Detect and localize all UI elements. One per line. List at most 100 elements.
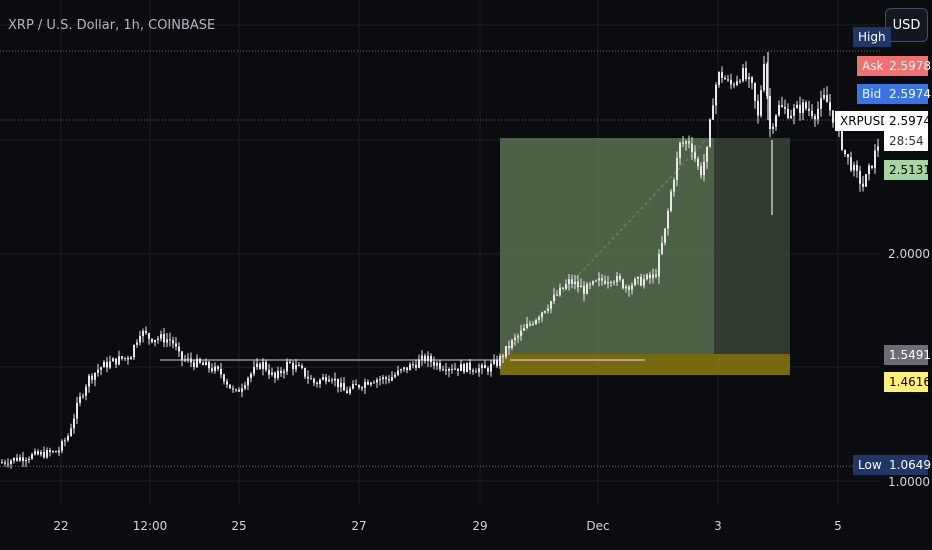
candle-body-150 <box>451 368 453 370</box>
candle-body-180 <box>541 312 543 318</box>
candle-body-4 <box>13 457 15 461</box>
candle-body-268 <box>805 102 807 109</box>
candle-body-166 <box>499 355 501 367</box>
candle-body-1 <box>4 462 6 464</box>
candle-body-11 <box>34 451 36 455</box>
candle-body-52 <box>157 338 159 340</box>
candle-body-125 <box>376 379 378 383</box>
candle-body-276 <box>829 102 831 111</box>
candle-body-137 <box>412 364 414 366</box>
candle-body-47 <box>142 330 144 337</box>
ask-label-badge: Ask <box>857 56 889 76</box>
candle-body-215 <box>646 274 648 280</box>
candle-body-7 <box>22 457 24 462</box>
candle-body-103 <box>310 378 312 380</box>
candle-body-232 <box>697 158 699 167</box>
candle-body-75 <box>226 381 228 385</box>
candle-body-109 <box>328 379 330 382</box>
candle-body-67 <box>202 362 204 366</box>
candle-body-205 <box>616 275 618 283</box>
candle-body-249 <box>748 77 750 80</box>
candle-body-286 <box>859 170 861 184</box>
candle-body-28 <box>85 386 87 396</box>
candle-body-275 <box>826 95 828 103</box>
candle-body-248 <box>745 67 747 80</box>
candle-body-170 <box>511 340 513 349</box>
candle-body-55 <box>166 339 168 343</box>
candle-body-110 <box>331 379 333 381</box>
x-tick-5: 5 <box>834 519 842 533</box>
candle-body-76 <box>229 384 231 389</box>
candle-body-186 <box>559 287 561 295</box>
candle-body-56 <box>169 339 171 341</box>
candle-body-244 <box>733 84 735 86</box>
candle-body-190 <box>571 279 573 284</box>
candle-body-289 <box>868 165 870 175</box>
candle-body-162 <box>487 368 489 372</box>
candle-body-230 <box>691 143 693 153</box>
candle-body-58 <box>175 343 177 347</box>
symbol-value-badge: 2.5974 <box>884 111 931 131</box>
candle-body-191 <box>574 281 576 284</box>
candle-body-79 <box>238 389 240 392</box>
candle-body-207 <box>622 279 624 289</box>
candle-body-217 <box>652 274 654 279</box>
candle-body-26 <box>79 396 81 403</box>
candle-body-141 <box>424 355 426 362</box>
bid-label-badge: Bid <box>857 84 887 104</box>
candle-body-146 <box>439 363 441 370</box>
candle-body-284 <box>853 164 855 171</box>
candle-body-282 <box>847 153 849 158</box>
x-tick-27: 27 <box>351 519 367 533</box>
candle-body-20 <box>61 441 63 451</box>
candle-body-194 <box>583 285 585 294</box>
candle-body-280 <box>841 129 843 150</box>
countdown-badge: 28:54 <box>884 131 928 151</box>
candle-body-8 <box>25 459 27 462</box>
candle-body-159 <box>478 368 480 373</box>
candle-body-135 <box>406 367 408 371</box>
candle-body-195 <box>586 284 588 294</box>
candle-body-187 <box>562 287 564 289</box>
candle-body-14 <box>43 452 45 458</box>
candle-body-84 <box>253 367 255 374</box>
candle-body-5 <box>16 457 18 461</box>
candle-body-71 <box>214 366 216 372</box>
currency-button[interactable]: USD <box>885 8 928 42</box>
candle-body-292 <box>877 146 879 151</box>
x-tick-22: 22 <box>53 519 69 533</box>
candle-body-175 <box>526 323 528 329</box>
candle-body-131 <box>394 374 396 377</box>
candle-body-193 <box>580 285 582 288</box>
candle-body-10 <box>31 454 33 459</box>
candle-body-122 <box>367 381 369 385</box>
bid-value-badge: 2.5974 <box>884 84 931 104</box>
candle-body-167 <box>502 355 504 358</box>
candle-body-227 <box>682 142 684 144</box>
candle-body-240 <box>721 72 723 78</box>
candle-body-179 <box>538 317 540 320</box>
candle-body-24 <box>73 418 75 429</box>
candle-body-35 <box>106 361 108 368</box>
candle-body-40 <box>121 356 123 359</box>
candle-body-108 <box>325 377 327 382</box>
candle-body-91 <box>274 372 276 379</box>
candle-body-94 <box>283 371 285 374</box>
candle-body-134 <box>403 367 405 370</box>
candle-body-21 <box>64 440 66 442</box>
candle-body-16 <box>49 450 51 453</box>
candle-body-48 <box>145 330 147 334</box>
candle-body-169 <box>508 346 510 349</box>
x-tick-25: 25 <box>231 519 247 533</box>
candle-body-143 <box>430 355 432 362</box>
candle-body-245 <box>736 81 738 85</box>
candle-body-23 <box>70 428 72 437</box>
candle-body-17 <box>52 451 54 453</box>
candle-body-241 <box>724 77 726 80</box>
candle-body-86 <box>259 363 261 369</box>
candle-body-152 <box>457 368 459 371</box>
symbol-label-badge: XRPUSD <box>835 111 895 131</box>
stop-zone <box>500 354 790 375</box>
